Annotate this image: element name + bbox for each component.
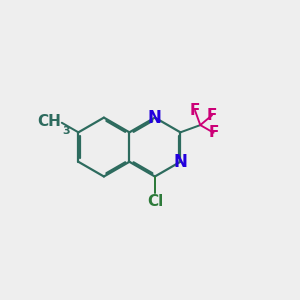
Text: N: N [148, 109, 162, 127]
Text: F: F [207, 108, 217, 123]
Text: CH: CH [37, 114, 61, 129]
Text: N: N [173, 153, 187, 171]
Text: F: F [208, 125, 219, 140]
Text: Cl: Cl [147, 194, 163, 209]
Text: 3: 3 [62, 126, 70, 136]
Text: F: F [190, 103, 200, 118]
